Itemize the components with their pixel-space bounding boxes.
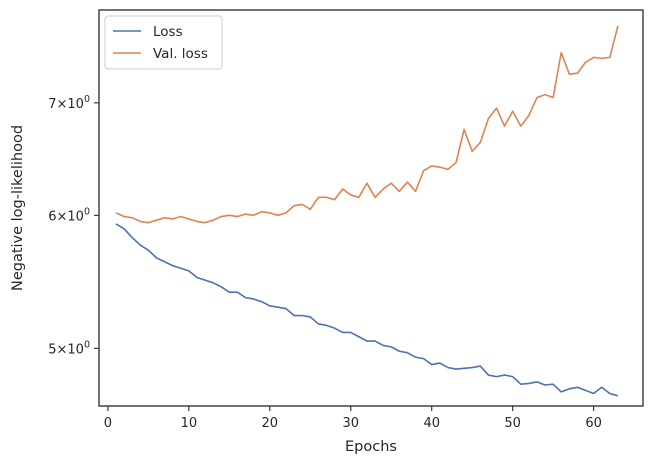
x-tick-label: 20 (262, 416, 279, 431)
x-tick-label: 10 (181, 416, 198, 431)
legend-label-loss: Loss (153, 24, 183, 40)
y-tick-label: 6×100 (48, 206, 90, 224)
x-tick-label: 50 (504, 416, 521, 431)
y-axis-label: Negative log-likelihood (10, 125, 26, 291)
x-tick-label: 0 (104, 416, 112, 431)
series-line-loss (115, 223, 619, 397)
y-tick-label: 7×100 (48, 94, 90, 112)
plot-frame (98, 9, 644, 407)
y-tick-label: 5×100 (48, 339, 90, 357)
series-line-val-loss (115, 25, 619, 224)
x-axis-ticks: 0 10 20 30 40 50 60 (104, 406, 602, 431)
x-tick-label: 60 (585, 416, 602, 431)
legend-label-val-loss: Val. loss (153, 46, 208, 62)
x-tick-label: 30 (342, 416, 359, 431)
x-axis-label: Epochs (345, 439, 397, 455)
legend-frame (104, 15, 223, 70)
x-tick-label: 40 (423, 416, 440, 431)
y-axis-ticks: 5×100 6×100 7×100 (48, 94, 99, 357)
legend: Loss Val. loss (104, 15, 223, 70)
series-layer (115, 25, 619, 397)
